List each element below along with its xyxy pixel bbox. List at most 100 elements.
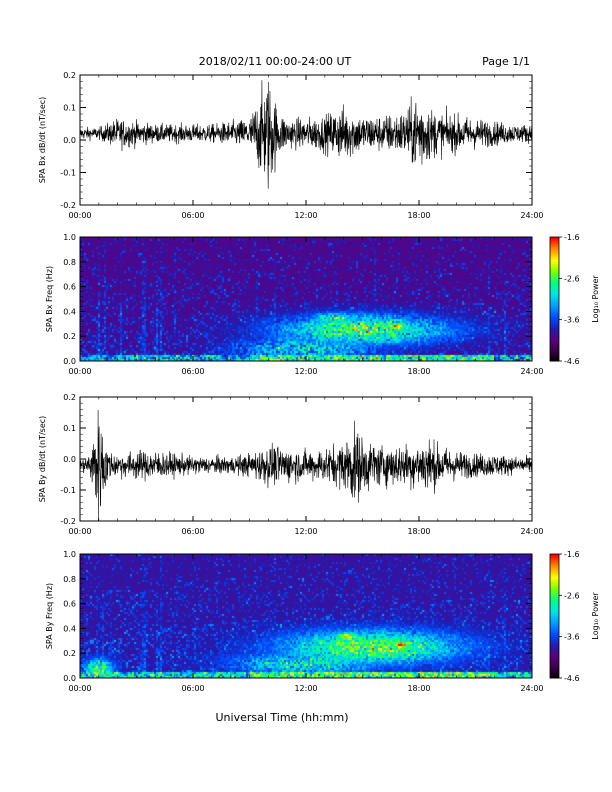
colorbar-tick-label: -4.6 [564,674,580,683]
y-tick-label: 0.2 [63,649,76,658]
by-spectrogram-image [80,554,532,678]
colorbar-swatch [550,607,559,611]
colorbar-swatch [550,350,559,354]
colorbar-frame [549,553,560,679]
bx-waveform-trace [79,80,533,189]
colorbar-swatch [550,313,559,317]
colorbar-swatch [550,587,559,590]
y-tick-label: 0.8 [63,575,76,584]
bx-waveform-panel: SPA Bx dB/dt (nT/sec) 0.20.10.0-0.1-0.2 … [38,71,544,220]
colorbar-swatch [550,354,559,358]
colorbar-swatch [550,663,559,667]
colorbar-tick-label: -3.6 [564,316,580,325]
colorbar-swatch [550,356,559,360]
colorbar-swatch [550,669,559,673]
colorbar-swatch [550,554,559,557]
colorbar-swatch [550,580,559,584]
colorbar-swatch [550,593,559,596]
y-tick-label: 0.0 [63,455,76,464]
y-tick-label: 1.0 [63,233,76,242]
by-waveform-xticks: 00:00 06:00 12:00 18:00 24:00 [68,397,544,536]
by-waveform-ylabel: SPA By dB/dt (nT/sec) [38,416,47,503]
bx-spectrogram-yticks: 1.0 0.8 0.6 0.4 0.2 0.0 [63,233,532,366]
colorbar-swatch [550,340,559,343]
colorbar-swatch [550,558,559,561]
x-tick-label: 12:00 [294,684,317,693]
colorbar-swatch [550,616,559,619]
colorbar-swatch [550,305,559,308]
colorbar-swatch [550,626,559,629]
colorbar-swatch [550,568,559,572]
colorbar-swatch [550,673,559,677]
colorbar-swatch [550,578,559,582]
colorbar-swatch [550,239,559,242]
x-tick-label: 06:00 [181,527,204,536]
colorbar-swatch [550,317,559,321]
x-tick-label: 00:00 [68,211,91,220]
by-colorbar-label: Log₁₀ Power [591,592,600,640]
colorbar-swatch [550,315,559,319]
x-tick-label: 18:00 [407,367,430,376]
by-spectrogram-yticks: 1.0 0.8 0.6 0.4 0.2 0.0 [63,550,532,683]
bx-spectrogram-panel: SPA Bx Freq (Hz) 1.0 0.8 0.6 0.4 0.2 0.0 00:0… [45,233,600,376]
colorbar-tick-label: -3.6 [564,633,580,642]
bx-spectrogram-xticks: 00:00 06:00 12:00 18:00 24:00 [68,237,544,376]
colorbar-swatch [550,311,559,314]
colorbar-swatch [550,659,559,662]
colorbar-swatch [550,667,559,671]
colorbar-swatch [550,622,559,625]
colorbar-swatch [550,638,559,642]
y-tick-label: 0.4 [63,624,76,633]
y-tick-label: 0.0 [63,357,76,366]
colorbar-swatch [550,342,559,345]
colorbar-swatch [550,352,559,356]
colorbar-swatch [550,634,559,638]
page-indicator: Page 1/1 [482,55,530,68]
x-tick-label: 18:00 [407,527,430,536]
colorbar-swatch [550,321,559,325]
x-tick-label: 12:00 [294,211,317,220]
y-tick-label: -0.2 [60,517,76,526]
by-spectrogram-xticks: 00:00 06:00 12:00 18:00 24:00 [68,554,544,693]
colorbar-swatch [550,591,559,594]
colorbar-swatch [550,247,559,250]
bx-waveform-ylabel: SPA Bx dB/dt (nT/sec) [38,97,47,184]
colorbar-swatch [550,251,559,255]
colorbar-swatch [550,243,559,246]
bx-waveform-yticks: 0.2 0.1 0.0 -0.1 -0.2 [60,71,532,210]
colorbar-swatch [550,618,559,621]
colorbar-swatch [550,296,559,300]
colorbar-swatch [550,653,559,656]
by-spectrogram-image-wrap [80,554,532,678]
colorbar-swatch [550,582,559,586]
colorbar-swatch [550,276,559,279]
y-tick-label: 1.0 [63,550,76,559]
colorbar-swatch [550,576,559,580]
date-range-title: 2018/02/11 00:00-24:00 UT [199,55,352,68]
colorbar-swatch [550,265,559,269]
x-tick-label: 12:00 [294,367,317,376]
colorbar-swatch [550,630,559,634]
colorbar-swatch [550,332,559,335]
colorbar-swatch [550,280,559,283]
bx-spectrogram-image-wrap [80,237,532,361]
by-waveform-yticks: 0.2 0.1 0.0 -0.1 -0.2 [60,393,532,526]
colorbar-swatch [550,611,559,615]
y-tick-label: 0.2 [63,71,76,80]
colorbar-swatch [550,620,559,623]
colorbar-swatch [550,572,559,576]
colorbar-swatch [550,249,559,252]
colorbar-swatch [550,261,559,265]
colorbar-swatch [550,651,559,654]
colorbar-tick-label: -2.6 [564,274,580,283]
x-axis-label: Universal Time (hh:mm) [216,711,349,724]
y-tick-label: -0.1 [60,486,76,495]
colorbar-swatch [550,259,559,263]
colorbar-swatch [550,299,559,302]
y-tick-label: 0.1 [63,104,76,113]
colorbar-tick-label: -1.6 [564,550,580,559]
colorbar-swatch [550,323,559,327]
colorbar-swatch [550,338,559,341]
colorbar-swatch [550,290,559,294]
